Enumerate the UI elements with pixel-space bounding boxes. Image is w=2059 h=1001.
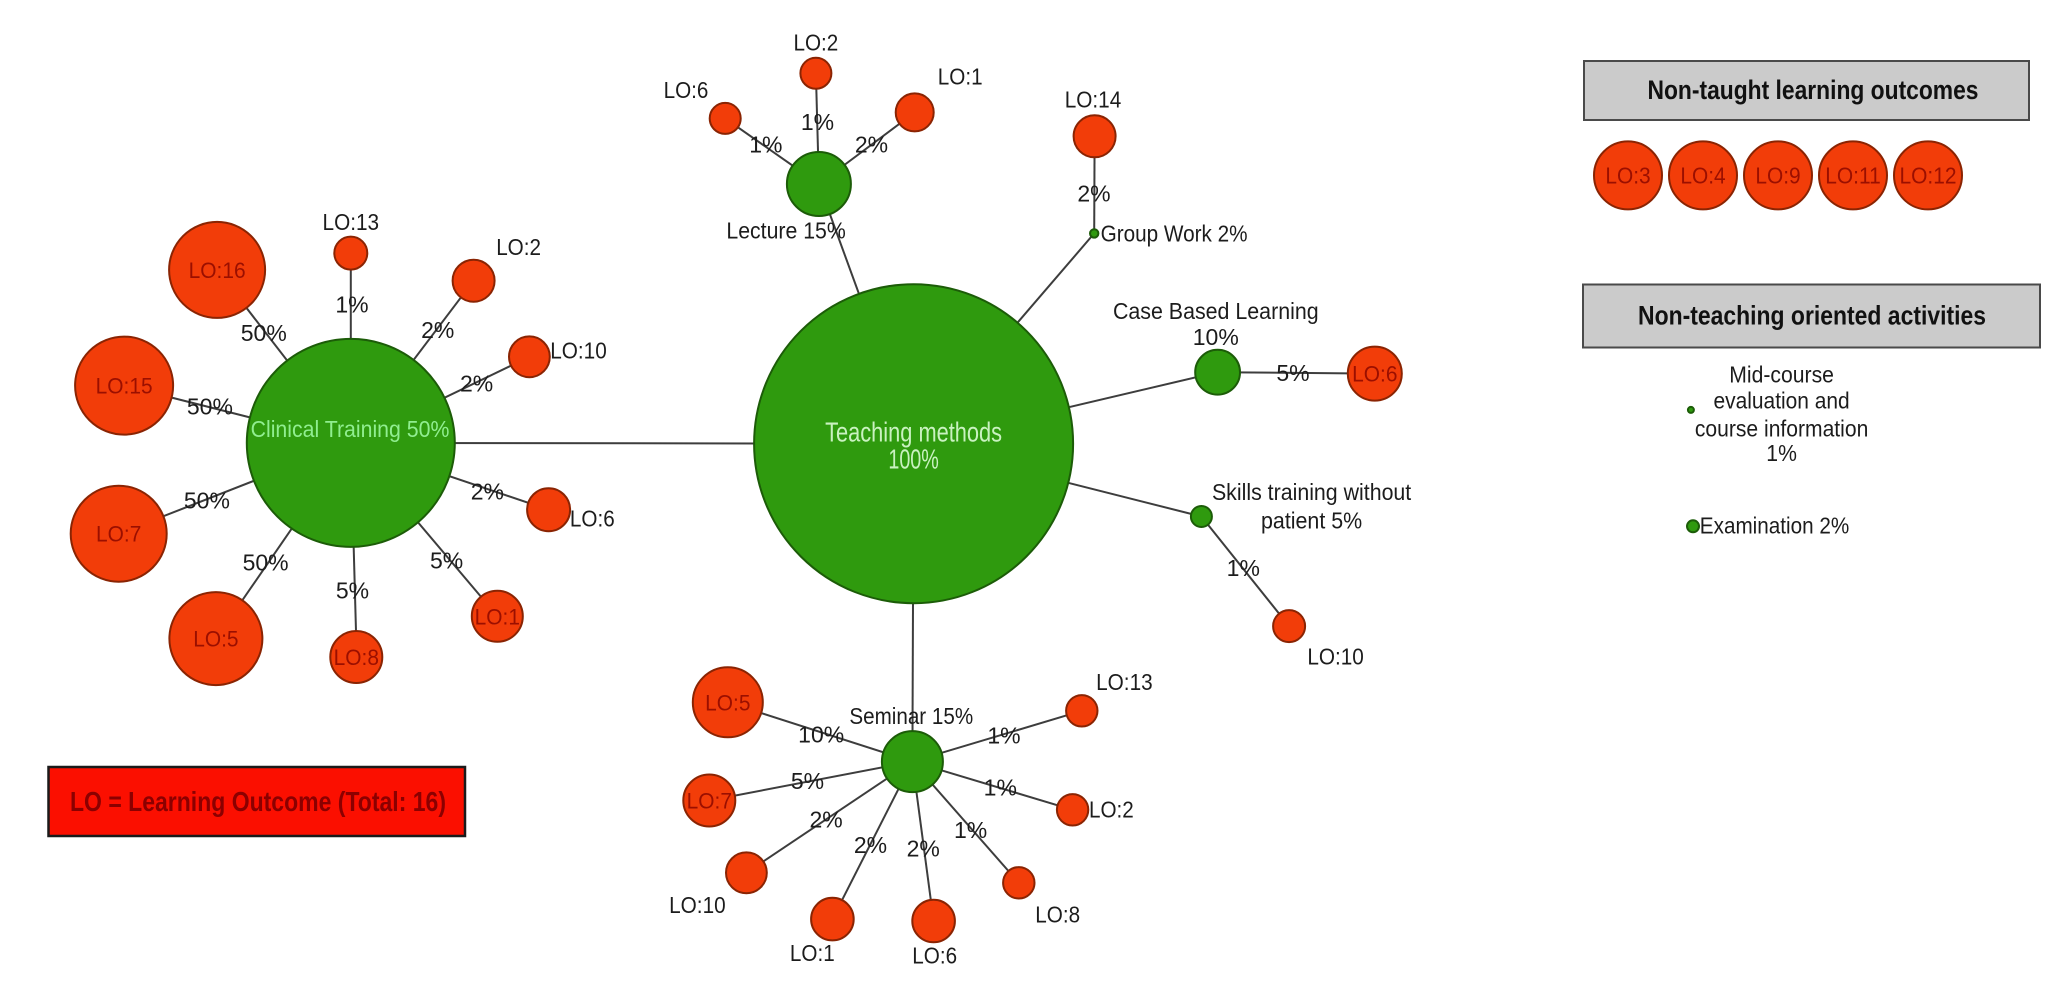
svg-text:50%: 50%: [241, 320, 287, 346]
svg-text:LO:2: LO:2: [496, 234, 541, 260]
svg-text:Lecture 15%: Lecture 15%: [726, 218, 845, 244]
svg-text:LO:6: LO:6: [664, 77, 709, 103]
svg-text:LO:8: LO:8: [334, 645, 379, 670]
svg-text:LO:6: LO:6: [912, 942, 957, 968]
svg-text:2%: 2%: [907, 836, 940, 862]
svg-text:1%: 1%: [984, 774, 1017, 800]
svg-text:LO:7: LO:7: [687, 789, 732, 814]
svg-text:LO:6: LO:6: [570, 506, 615, 532]
svg-text:2%: 2%: [1077, 181, 1110, 207]
svg-text:Mid-course: Mid-course: [1729, 362, 1834, 388]
svg-text:Case Based Learning: Case Based Learning: [1113, 298, 1319, 324]
svg-text:LO:5: LO:5: [705, 690, 750, 715]
svg-text:LO:2: LO:2: [1089, 797, 1134, 823]
svg-text:1%: 1%: [954, 817, 987, 843]
svg-text:5%: 5%: [791, 768, 824, 794]
svg-text:Teaching methods: Teaching methods: [825, 417, 1002, 448]
svg-text:LO:8: LO:8: [1035, 902, 1080, 928]
svg-text:LO:15: LO:15: [96, 374, 153, 399]
svg-text:patient 5%: patient 5%: [1261, 507, 1362, 533]
svg-text:LO:16: LO:16: [189, 258, 246, 283]
svg-text:LO = Learning Outcome (Total:: LO = Learning Outcome (Total: 16): [70, 786, 446, 817]
svg-text:LO:1: LO:1: [475, 604, 520, 629]
svg-text:LO:11: LO:11: [1825, 162, 1881, 188]
svg-text:LO:10: LO:10: [1307, 644, 1364, 670]
svg-text:1%: 1%: [1227, 555, 1260, 581]
svg-text:1%: 1%: [801, 109, 834, 135]
svg-text:LO:7: LO:7: [96, 522, 141, 547]
svg-text:Non-taught learning outcomes: Non-taught learning outcomes: [1648, 75, 1979, 105]
svg-text:5%: 5%: [336, 578, 369, 604]
svg-text:1%: 1%: [987, 723, 1020, 749]
svg-text:2%: 2%: [855, 132, 888, 158]
svg-text:LO:2: LO:2: [794, 30, 839, 56]
svg-text:1%: 1%: [1766, 440, 1797, 466]
svg-text:2%: 2%: [809, 807, 842, 833]
svg-text:50%: 50%: [243, 549, 289, 575]
svg-text:LO:13: LO:13: [1096, 669, 1153, 695]
svg-text:5%: 5%: [1276, 360, 1309, 386]
svg-text:5%: 5%: [430, 548, 463, 574]
svg-text:LO:1: LO:1: [938, 64, 983, 90]
svg-text:Skills training without: Skills training without: [1212, 479, 1412, 505]
svg-text:50%: 50%: [187, 394, 233, 420]
svg-text:LO:6: LO:6: [1352, 362, 1397, 387]
svg-text:LO:10: LO:10: [669, 892, 726, 918]
svg-text:2%: 2%: [471, 479, 504, 505]
svg-text:10%: 10%: [1193, 324, 1239, 350]
svg-text:LO:1: LO:1: [790, 940, 835, 966]
svg-text:LO:14: LO:14: [1065, 87, 1122, 113]
svg-text:LO:3: LO:3: [1605, 162, 1650, 188]
svg-text:Group Work 2%: Group Work 2%: [1101, 221, 1248, 247]
svg-text:100%: 100%: [888, 443, 939, 474]
svg-text:LO:12: LO:12: [1899, 162, 1956, 188]
svg-text:LO:10: LO:10: [550, 338, 607, 364]
svg-text:LO:5: LO:5: [193, 627, 238, 652]
svg-text:1%: 1%: [335, 292, 368, 318]
svg-text:2%: 2%: [854, 832, 887, 858]
svg-text:Examination 2%: Examination 2%: [1700, 513, 1850, 539]
svg-text:LO:13: LO:13: [323, 209, 380, 235]
svg-text:LO:9: LO:9: [1755, 162, 1800, 188]
svg-text:2%: 2%: [421, 317, 454, 343]
svg-text:Seminar 15%: Seminar 15%: [849, 703, 973, 729]
svg-text:1%: 1%: [749, 132, 782, 158]
svg-text:10%: 10%: [798, 721, 844, 747]
svg-text:Non-teaching oriented activiti: Non-teaching oriented activities: [1638, 300, 1986, 330]
svg-text:2%: 2%: [460, 371, 493, 397]
svg-text:course information: course information: [1695, 415, 1868, 441]
svg-text:Clinical Training 50%: Clinical Training 50%: [251, 416, 450, 442]
svg-text:evaluation and: evaluation and: [1714, 388, 1850, 414]
svg-text:LO:4: LO:4: [1680, 162, 1725, 188]
svg-text:50%: 50%: [184, 488, 230, 514]
